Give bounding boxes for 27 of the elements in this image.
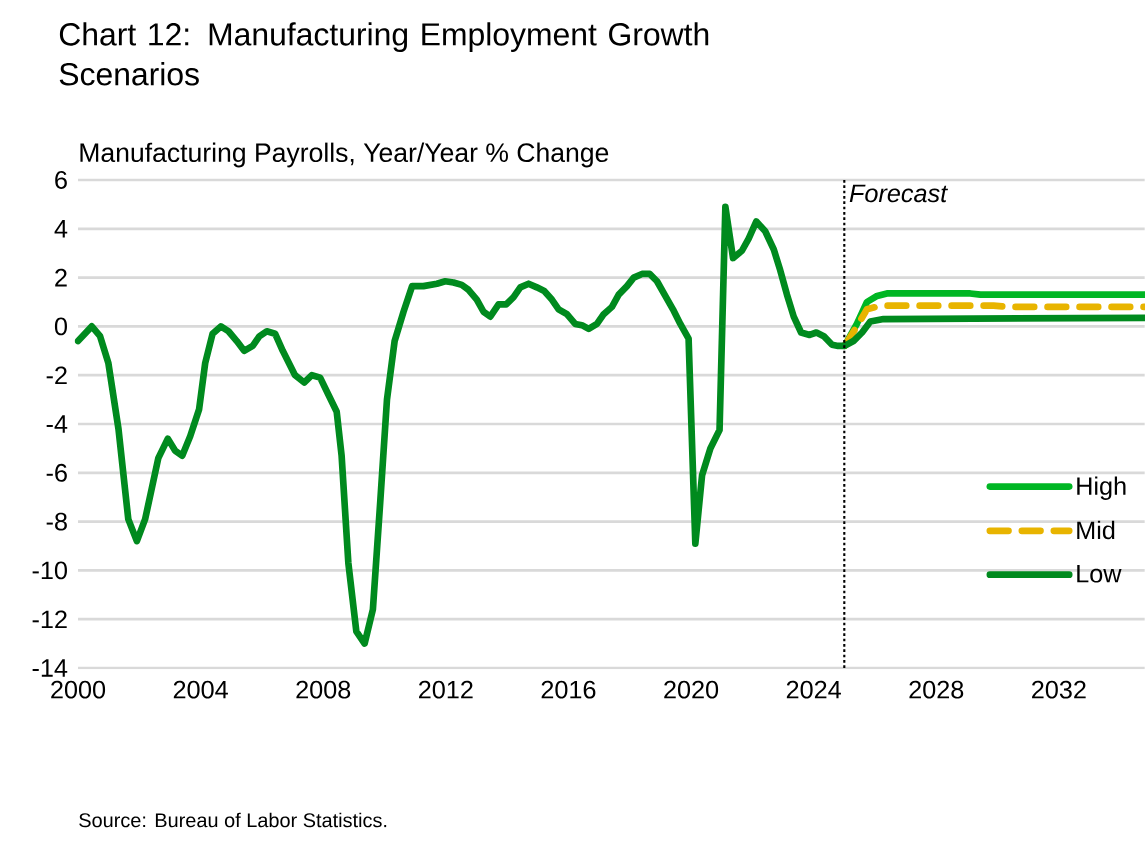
y-tick-label: -2 [46, 366, 67, 385]
x-tick-label: 2024 [786, 680, 841, 699]
y-tick-label: 0 [54, 317, 67, 336]
x-tick-label: 2004 [173, 680, 228, 699]
y-tick-label: 2 [55, 268, 67, 287]
legend-label: Low [1077, 564, 1122, 583]
y-tick-label: 4 [54, 220, 68, 238]
x-tick-label: 2032 [1032, 680, 1086, 699]
x-tick-label: 2012 [419, 680, 473, 699]
x-tick-label: 2020 [664, 680, 719, 699]
y-tick-label: -4 [46, 415, 68, 433]
y-tick-label: -12 [32, 610, 67, 629]
x-tick-label: 2016 [541, 680, 596, 699]
source-note: Source: Bureau of Labor Statistics. [79, 812, 387, 828]
legend-label: High [1077, 476, 1126, 500]
legend-label: Mid [1077, 520, 1115, 540]
x-tick-label: 2000 [51, 680, 106, 699]
y-axis-title: Manufacturing Payrolls, Year/Year % Change [80, 142, 609, 168]
x-tick-label: 2028 [909, 680, 964, 699]
y-tick-label: 6 [55, 171, 67, 189]
y-tick-label: -14 [32, 659, 68, 677]
y-tick-label: -6 [46, 463, 67, 482]
x-tick-label: 2008 [296, 680, 351, 699]
y-tick-label: -8 [46, 512, 67, 531]
y-tick-label: -10 [32, 561, 67, 580]
ref-line-label: Forecast [849, 184, 949, 203]
chart-title: Chart 12: Manufacturing Employment Growth Scenarios [59, 22, 709, 86]
